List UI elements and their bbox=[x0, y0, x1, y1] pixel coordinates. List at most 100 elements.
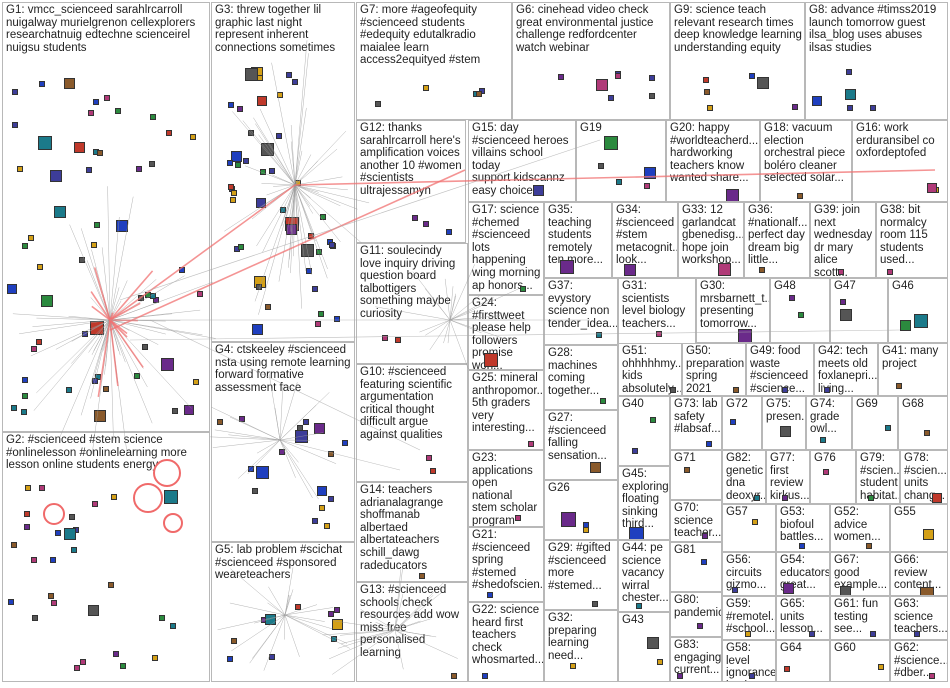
group-g79: G79: #scien... student habitat... bbox=[856, 450, 900, 504]
vertex-node bbox=[754, 495, 761, 501]
group-id: G18 bbox=[764, 122, 786, 134]
edge bbox=[394, 629, 404, 670]
group-label: G41: many project bbox=[882, 345, 939, 370]
edge bbox=[91, 319, 111, 355]
edge bbox=[293, 184, 296, 257]
vertex-node bbox=[869, 104, 876, 111]
group-label: G62: #science... #dber... bbox=[894, 642, 948, 680]
group-g27: G27: #scienceed falling sensation... bbox=[544, 410, 618, 480]
edge bbox=[109, 319, 166, 335]
group-g83: G83: engaging current... bbox=[670, 637, 722, 682]
group-g60: G60 bbox=[830, 640, 890, 682]
group-label: G37: evystory science non tender_idea... bbox=[548, 280, 618, 330]
vertex-node bbox=[838, 269, 845, 275]
vertex-node bbox=[7, 284, 18, 295]
edge bbox=[294, 40, 308, 186]
vertex-node bbox=[333, 607, 340, 614]
group-id: G21 bbox=[472, 529, 494, 541]
group-g78: G78: #scien... units chang... bbox=[900, 450, 948, 504]
edge bbox=[419, 319, 451, 333]
edge bbox=[394, 629, 417, 643]
group-keywords: teaching students remotely ten more... bbox=[548, 216, 603, 267]
group-label: G35: teaching students remotely ten more… bbox=[548, 204, 603, 267]
vertex-node bbox=[230, 190, 237, 197]
inter-group-edge bbox=[294, 169, 936, 186]
edge bbox=[294, 184, 348, 191]
vertex-node bbox=[216, 419, 223, 426]
vertex-node bbox=[820, 436, 827, 443]
edge bbox=[284, 614, 333, 630]
edge bbox=[294, 107, 307, 186]
group-label: G28: machines coming together... bbox=[548, 347, 600, 397]
group-keywords: teachers adrianalagrange shoffmanab albe… bbox=[360, 484, 444, 572]
vertex-node bbox=[900, 320, 912, 331]
edge bbox=[394, 582, 444, 631]
vertex-node bbox=[869, 631, 876, 637]
group-keywords: advice women... bbox=[834, 518, 881, 544]
edge bbox=[109, 301, 160, 321]
edge bbox=[244, 165, 296, 186]
group-id: G11 bbox=[360, 245, 381, 257]
vertex-node bbox=[229, 197, 236, 204]
vertex-node bbox=[476, 91, 483, 98]
edge bbox=[290, 184, 296, 274]
group-id: G71 bbox=[674, 452, 696, 464]
edge bbox=[254, 614, 286, 624]
vertex-node bbox=[382, 335, 389, 342]
vertex-node bbox=[629, 526, 645, 539]
group-label: G60 bbox=[834, 642, 887, 655]
group-id: G8 bbox=[809, 4, 825, 16]
group-label: G55 bbox=[894, 506, 945, 519]
vertex-node bbox=[36, 339, 43, 346]
vertex-node bbox=[93, 221, 100, 228]
edge bbox=[242, 120, 296, 186]
group-label: G44: pe science vacancy wirral chester..… bbox=[622, 542, 669, 605]
group-id: G50 bbox=[686, 345, 708, 357]
group-g46: G46 bbox=[888, 278, 948, 343]
edge bbox=[394, 629, 458, 659]
vertex-node bbox=[646, 636, 659, 649]
vertex-node bbox=[108, 581, 115, 588]
group-id: G78 bbox=[904, 452, 926, 464]
vertex-node bbox=[748, 73, 755, 80]
group-label: G69 bbox=[856, 398, 895, 411]
edge bbox=[412, 271, 451, 321]
group-g48: G48 bbox=[770, 278, 830, 343]
group-label: G72 bbox=[726, 398, 759, 411]
group-g22: G22: science heard first teachers check … bbox=[468, 602, 544, 682]
edge bbox=[263, 614, 286, 671]
vertex-node bbox=[24, 484, 31, 491]
vertex-node bbox=[230, 637, 237, 644]
group-g25: G25: mineral anthropomor... 5th graders … bbox=[468, 370, 544, 450]
group-id: G81 bbox=[674, 544, 696, 556]
group-keywords: #scienceed featuring scientific argument… bbox=[360, 366, 453, 441]
group-label: G25: mineral anthropomor... 5th graders … bbox=[472, 372, 543, 435]
group-keywords: evystory science non tender_idea... bbox=[548, 292, 618, 330]
group-id: G41 bbox=[882, 345, 904, 357]
group-label: G81 bbox=[674, 544, 719, 557]
group-label: G7: more #ageofequity #scienceed student… bbox=[360, 4, 481, 67]
group-label: G9: science teach relevant research time… bbox=[674, 4, 802, 54]
edge bbox=[109, 319, 153, 424]
vertex-node bbox=[265, 304, 272, 311]
group-keywords: #scienceed schools check resources add w… bbox=[360, 584, 460, 659]
vertex-node bbox=[703, 88, 710, 95]
group-label: G45: exploring floating sinking third... bbox=[622, 468, 669, 531]
group-id: G12 bbox=[360, 122, 382, 134]
vertex-node bbox=[748, 673, 755, 679]
edge bbox=[332, 629, 396, 675]
edge bbox=[109, 319, 121, 356]
vertex-node bbox=[169, 623, 176, 630]
vertex-node bbox=[119, 662, 126, 669]
vertex-node bbox=[80, 659, 87, 666]
vertex-node bbox=[22, 393, 29, 400]
edge bbox=[294, 53, 309, 186]
vertex-node bbox=[73, 141, 85, 153]
group-g65: G65: units lesson... bbox=[776, 596, 830, 640]
vertex-node bbox=[334, 315, 341, 322]
group-id: G56 bbox=[726, 554, 748, 566]
edge bbox=[68, 315, 111, 321]
group-id: G33 bbox=[682, 204, 704, 216]
vertex-node bbox=[643, 183, 650, 189]
group-keywords: grade owl... bbox=[810, 410, 840, 436]
